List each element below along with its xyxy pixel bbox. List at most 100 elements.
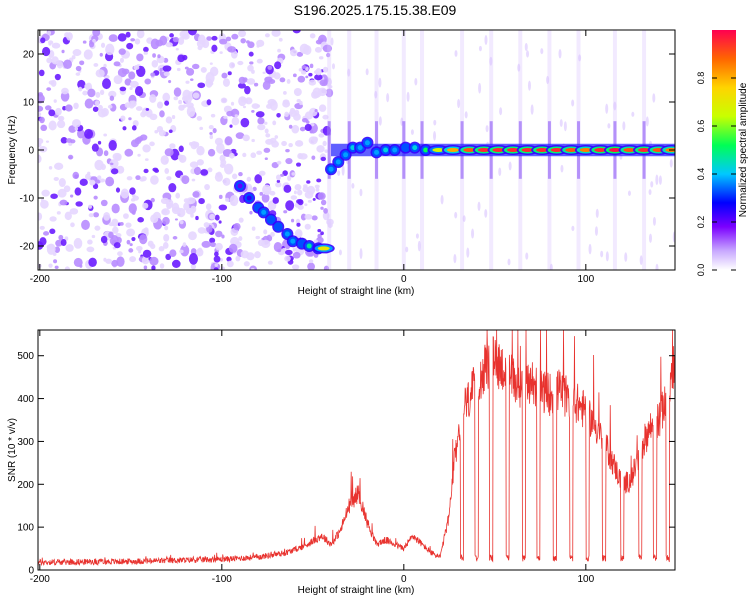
speckle-blob xyxy=(120,188,129,199)
speckle-blob xyxy=(158,129,166,137)
speckle-blob xyxy=(272,120,277,126)
speckle-blob xyxy=(110,162,114,166)
speckle-blob xyxy=(149,141,155,147)
speckle-blob xyxy=(272,197,279,204)
speckle-blob xyxy=(607,123,611,129)
ridge-blob-core xyxy=(565,148,578,152)
y-tick-label: 0 xyxy=(28,566,34,577)
ridge-blob-core xyxy=(507,148,520,152)
speckle-blob xyxy=(405,246,409,253)
speckle-blob xyxy=(161,209,168,214)
speckle-blob xyxy=(63,59,72,70)
speckle-blob xyxy=(285,157,293,165)
speckle-blob xyxy=(210,113,216,118)
speckle-blob xyxy=(433,119,437,126)
speckle-blob xyxy=(92,106,99,112)
ridge-blob-core xyxy=(550,148,563,152)
speckle-blob xyxy=(309,259,314,264)
speckle-blob xyxy=(209,132,213,136)
speckle-blob xyxy=(250,152,257,159)
speckle-blob xyxy=(53,176,59,181)
speckle-blob xyxy=(209,213,216,220)
speckle-blob xyxy=(100,42,106,48)
speckle-blob xyxy=(222,177,231,186)
speckle-blob xyxy=(105,258,113,264)
speckle-blob xyxy=(77,79,86,90)
speckle-blob xyxy=(196,248,204,257)
speckle-blob xyxy=(498,167,502,177)
speckle-blob xyxy=(304,203,308,207)
speckle-blob xyxy=(457,98,461,109)
speckle-blob xyxy=(188,231,197,241)
speckle-blob xyxy=(288,124,293,129)
speckle-blob xyxy=(134,86,144,97)
speckle-blob xyxy=(571,99,575,107)
speckle-blob xyxy=(219,51,223,55)
speckle-blob xyxy=(314,46,322,53)
colorbar-tick-label: 0.4 xyxy=(696,168,706,181)
speckle-blob xyxy=(164,100,170,106)
speckle-blob xyxy=(406,91,410,102)
speckle-blob xyxy=(297,75,306,83)
speckle-blob xyxy=(301,65,307,69)
snr-frame xyxy=(37,329,676,571)
speckle-blob xyxy=(283,210,288,214)
speckle-blob xyxy=(79,60,85,66)
speckle-blob xyxy=(154,168,160,173)
speckle-blob xyxy=(200,67,207,73)
speckle-blob xyxy=(169,143,176,149)
speckle-blob xyxy=(257,117,265,125)
speckle-blob xyxy=(70,139,76,144)
speckle-blob xyxy=(323,207,329,214)
speckle-blob xyxy=(453,253,457,264)
speckle-blob xyxy=(454,211,458,219)
speckle-blob xyxy=(595,208,599,219)
speckle-blob xyxy=(38,69,45,77)
speckle-blob xyxy=(193,166,201,176)
speckle-blob xyxy=(208,124,214,130)
speckle-blob xyxy=(143,227,149,234)
colorbar xyxy=(712,30,736,270)
speckle-blob xyxy=(124,78,132,86)
speckle-blob xyxy=(99,52,103,57)
speckle-blob xyxy=(275,174,282,181)
speckle-blob xyxy=(291,172,296,176)
speckle-blob xyxy=(129,80,139,88)
ridge-blob-core xyxy=(268,217,274,223)
speckle-blob xyxy=(478,45,482,52)
speckle-blob xyxy=(124,102,131,108)
speckle-blob xyxy=(238,171,243,177)
speckle-blob xyxy=(64,266,70,270)
speckle-blob xyxy=(288,143,293,148)
speckle-blob xyxy=(271,30,281,37)
speckle-blob xyxy=(300,213,307,221)
speckle-blob xyxy=(648,189,652,195)
speckle-blob xyxy=(165,42,173,48)
speckle-blob xyxy=(292,251,301,259)
speckle-blob xyxy=(271,161,279,169)
speckle-blob xyxy=(253,82,259,87)
speckle-blob xyxy=(624,252,628,262)
speckle-blob xyxy=(51,42,61,49)
speckle-blob xyxy=(171,259,181,268)
speckle-blob xyxy=(93,63,99,67)
speckle-blob xyxy=(314,74,323,81)
speckle-blob xyxy=(318,56,324,60)
speckle-blob xyxy=(560,164,564,173)
speckle-blob xyxy=(51,56,59,65)
speckle-blob xyxy=(303,45,312,55)
speckle-blob xyxy=(162,92,171,102)
speckle-blob xyxy=(38,105,44,112)
speckle-blob xyxy=(157,54,161,59)
speckle-blob xyxy=(93,195,98,200)
speckle-blob xyxy=(94,225,101,231)
speckle-blob xyxy=(230,201,235,206)
speckle-blob xyxy=(214,251,219,257)
speckle-blob xyxy=(111,203,120,214)
speckle-blob xyxy=(199,126,204,131)
speckle-blob xyxy=(141,256,150,265)
ridge-blob-core xyxy=(446,148,459,152)
speckle-blob xyxy=(588,243,592,255)
speckle-blob xyxy=(97,175,102,180)
speckle-blob xyxy=(168,129,173,134)
